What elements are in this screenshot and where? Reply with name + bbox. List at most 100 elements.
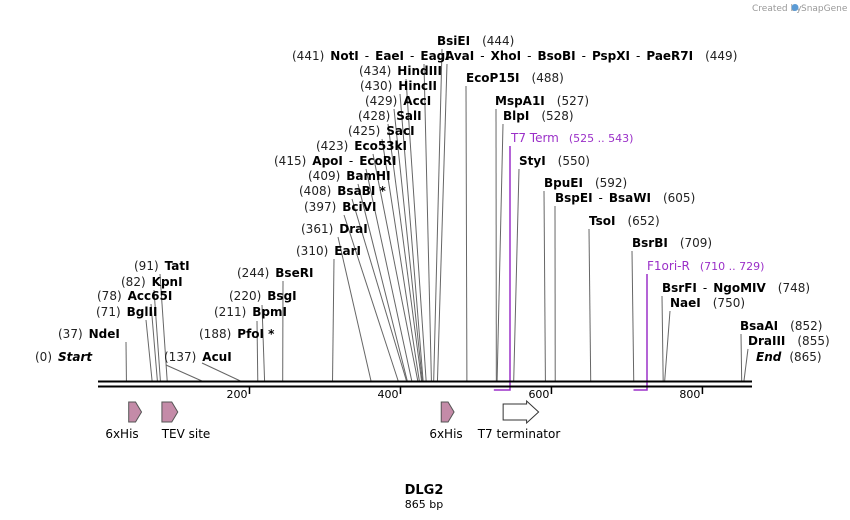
connector-bamhi (357, 183, 408, 382)
connector-bsgi (261, 304, 266, 382)
site-label-bpmi[interactable]: (211) BpmI (214, 305, 287, 319)
connector-bsaai (740, 333, 743, 382)
site-label-naei[interactable]: NaeI (750) (670, 296, 745, 310)
connector-lines (125, 48, 749, 382)
connector-kpni (153, 289, 161, 382)
feature-shape-his2[interactable] (440, 401, 455, 423)
site-label-noti[interactable]: (441) NotI - EaeI - EagI (292, 49, 450, 63)
site-label-blpi[interactable]: BlpI (528) (503, 109, 574, 123)
primer-arrow-f1ori (633, 274, 648, 391)
site-label-hincii[interactable]: (430) HincII (360, 79, 437, 93)
tick-label-800: 800 (679, 388, 700, 401)
site-label-start[interactable]: (0) Start (35, 350, 93, 364)
site-label-tsoi[interactable]: TsoI (652) (589, 214, 660, 228)
tick-label-200: 200 (226, 388, 247, 401)
site-label-bsaai[interactable]: BsaAI (852) (740, 319, 822, 333)
site-label-acci[interactable]: (429) AccI (365, 94, 431, 108)
site-label-bspei[interactable]: BspEI - BsaWI (605) (555, 191, 695, 205)
site-label-tati[interactable]: (91) TatI (134, 259, 190, 273)
connector-draiii (743, 348, 749, 382)
connector-apoi (365, 168, 413, 382)
site-label-bpuei[interactable]: BpuEI (592) (544, 176, 627, 190)
primer-arrow-t7term (493, 146, 511, 391)
site-label-bamhi[interactable]: (409) BamHI (308, 169, 391, 183)
connector-bsrbi (631, 250, 635, 382)
site-label-styi[interactable]: StyI (550) (519, 154, 590, 168)
connector-bglii (145, 319, 153, 382)
connector-tsoi (588, 228, 592, 382)
site-label-drai[interactable]: (361) DraI (301, 222, 368, 236)
connector-hindiii (405, 78, 427, 382)
site-label-eco53ki[interactable]: (423) Eco53kI (316, 139, 407, 153)
site-label-bglii[interactable]: (71) BglII (96, 305, 157, 319)
site-label-acui[interactable]: (137) AcuI (164, 350, 232, 364)
ruler-ticks: 200 400 600 800 (226, 387, 704, 401)
site-label-saci[interactable]: (425) SacI (348, 124, 415, 138)
connector-eari (332, 258, 335, 382)
connector-bpmi (256, 320, 259, 382)
connector-acc65i (150, 303, 158, 382)
site-label-bsiei[interactable]: BsiEI (444) (437, 34, 514, 48)
site-label-eari[interactable]: (310) EarI (296, 244, 361, 258)
site-label-apoi[interactable]: (415) ApoI - EcoRI (274, 154, 396, 168)
site-label-end[interactable]: End (865) (756, 350, 822, 364)
connector-drai (337, 236, 372, 382)
feature-track: 6xHis TEV site 6xHis T7 terminator (105, 399, 561, 441)
site-label-mspa1i[interactable]: MspA1I (527) (495, 94, 589, 108)
connector-bsrfi (661, 295, 664, 382)
site-label-bseri[interactable]: (244) BseRI (237, 266, 313, 280)
site-label-pfoi[interactable]: (188) PfoI * (199, 327, 275, 341)
connector-pfoi (201, 362, 241, 382)
feature-shape-tev[interactable] (161, 401, 179, 423)
primer-label-t7term[interactable]: T7 Term (525 .. 543) (510, 131, 633, 145)
connector-blpi (496, 123, 504, 382)
feature-label-t7: T7 terminator (477, 427, 561, 441)
primer-label-f1ori[interactable]: F1ori-R (710 .. 729) (647, 259, 764, 273)
connector-tati (159, 273, 168, 382)
site-label-bsrbi[interactable]: BsrBI (709) (632, 236, 712, 250)
feature-label-his1: 6xHis (105, 427, 138, 441)
map-title: DLG2 (405, 483, 444, 498)
connector-acci (393, 108, 423, 382)
connector-acui (165, 364, 203, 382)
connector-bpuei (543, 190, 546, 382)
credit-prefix: Created by (752, 4, 802, 14)
connector-noti (423, 63, 432, 382)
connector-sali (387, 123, 423, 382)
site-label-kpni[interactable]: (82) KpnI (121, 275, 183, 289)
site-label-bsabi[interactable]: (408) BsaBI * (299, 184, 386, 198)
connector-hincii (399, 93, 424, 382)
tick-label-400: 400 (377, 388, 398, 401)
primer-annotations: T7 Term (525 .. 543) F1ori-R (710 .. 729) (493, 131, 764, 391)
snapgene-logo-icon (791, 4, 799, 11)
site-label-draiii[interactable]: DraIII (855) (748, 334, 830, 348)
site-label-ecop15i[interactable]: EcoP15I (488) (466, 71, 564, 85)
feature-label-his2: 6xHis (429, 427, 462, 441)
credit-brand: SnapGene (801, 4, 848, 14)
connector-eco53ki (372, 153, 419, 382)
feature-shape-t7[interactable] (502, 399, 540, 425)
site-label-bsgi[interactable]: (220) BsgI (229, 289, 297, 303)
sequence-length: 865 bp (405, 498, 443, 511)
site-label-acc65i[interactable]: (78) Acc65I (97, 289, 172, 303)
feature-label-tev: TEV site (161, 427, 211, 441)
site-label-ndei[interactable]: (37) NdeI (58, 327, 120, 341)
site-label-avai[interactable]: AvaI - XhoI - BsoBI - PspXI - PaeR7I (449) (445, 49, 737, 63)
connector-ecop15i (465, 85, 468, 382)
site-label-sali[interactable]: (428) SalI (358, 109, 422, 123)
connector-bcivi (343, 214, 399, 382)
site-labels: (0) Start (37) NdeI (71) BglII (78) Acc65I(82) K… (35, 34, 830, 364)
connector-bsiei (433, 48, 443, 382)
tick-label-600: 600 (528, 388, 549, 401)
site-label-hindiii[interactable]: (434) HindIII (359, 64, 442, 78)
site-label-bcivi[interactable]: (397) BciVI (304, 200, 376, 214)
connector-styi (513, 168, 520, 382)
sequence-backbone (98, 380, 752, 388)
feature-shape-his1[interactable] (128, 401, 143, 423)
connector-avai (436, 63, 448, 382)
connector-naei (664, 310, 671, 382)
site-label-bsrfi[interactable]: BsrFI - NgoMIV (748) (662, 281, 810, 295)
connector-bsabi (351, 198, 407, 382)
connector-saci (381, 138, 420, 382)
